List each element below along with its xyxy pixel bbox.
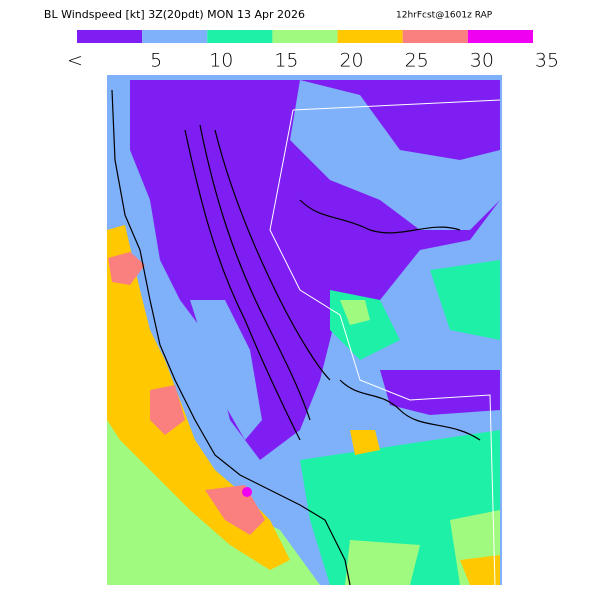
legend-label: 35 xyxy=(535,50,559,72)
legend-swatch xyxy=(467,30,533,43)
legend-label: 20 xyxy=(339,50,363,72)
region xyxy=(430,260,500,340)
contour xyxy=(199,124,311,421)
region xyxy=(290,80,500,230)
legend-swatch xyxy=(272,30,338,43)
legend-swatch xyxy=(207,30,273,43)
title: BL Windspeed [kt] 3Z(20pdt) MON 13 Apr 2… xyxy=(44,8,305,21)
region xyxy=(350,430,380,455)
legend-swatch xyxy=(402,30,468,43)
region xyxy=(205,485,265,535)
legend-swatch xyxy=(142,30,208,43)
legend-label: 30 xyxy=(470,50,494,72)
contour xyxy=(184,129,301,441)
map xyxy=(107,75,502,586)
region xyxy=(150,385,185,435)
region xyxy=(380,370,500,415)
region xyxy=(108,252,145,285)
region xyxy=(242,487,252,497)
coastline xyxy=(111,89,351,586)
contour xyxy=(214,129,331,381)
region xyxy=(345,540,420,585)
contour xyxy=(299,199,461,234)
legend-label: 10 xyxy=(209,50,233,72)
region xyxy=(460,555,500,585)
state-border xyxy=(292,99,501,111)
legend-swatch xyxy=(77,30,143,43)
legend-swatch xyxy=(337,30,403,43)
state-border xyxy=(269,109,496,586)
region xyxy=(340,300,370,325)
legend: <5 10 15 20 25 30 35 xyxy=(67,30,559,72)
contour xyxy=(339,379,481,441)
region xyxy=(190,300,262,440)
legend-label: < xyxy=(67,50,83,72)
legend-label: 5 xyxy=(150,50,162,72)
legend-label: 25 xyxy=(405,50,429,72)
legend-label: 15 xyxy=(274,50,298,72)
forecast: 12hrFcst@1601z RAP xyxy=(396,11,493,21)
